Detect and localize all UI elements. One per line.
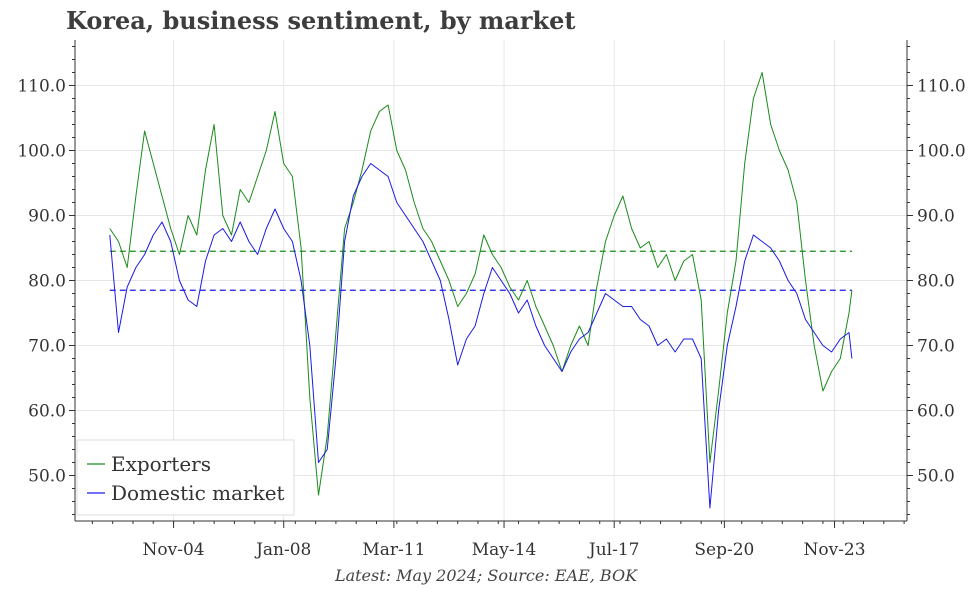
- y-tick-label-right: 50.0: [917, 467, 955, 487]
- x-tick-label: Jan-08: [254, 540, 311, 560]
- y-tick-label-right: 90.0: [917, 207, 955, 227]
- x-tick-label: Nov-04: [143, 540, 205, 560]
- y-tick-label-left: 50.0: [28, 467, 66, 487]
- y-tick-label-right: 80.0: [917, 272, 955, 292]
- y-tick-label-left: 90.0: [28, 207, 66, 227]
- y-tick-label-right: 70.0: [917, 337, 955, 357]
- y-tick-label-right: 110.0: [917, 77, 966, 97]
- legend-box: [76, 439, 295, 516]
- mean-lines: [109, 250, 852, 291]
- y-tick-label-left: 70.0: [28, 337, 66, 357]
- legend-label-domestic-market: Domestic market: [111, 481, 285, 505]
- y-tick-label-right: 100.0: [917, 142, 966, 162]
- x-tick-label: Nov-23: [803, 540, 865, 560]
- grid-lines: [75, 40, 907, 521]
- x-tick-label: Jul-17: [587, 540, 640, 560]
- x-tick-label: Sep-20: [694, 540, 754, 560]
- y-tick-label-right: 60.0: [917, 402, 955, 422]
- axes: 50.0 50.0 60.0 60.0 70.0 70.0 80.0 80.0 90.0 90.0…: [17, 40, 966, 560]
- series-line-exporters: [109, 72, 853, 496]
- x-tick-label: May-14: [472, 540, 537, 560]
- y-tick-label-left: 80.0: [28, 272, 66, 292]
- y-tick-label-left: 100.0: [17, 142, 66, 162]
- x-tick-label: Mar-11: [362, 540, 425, 560]
- legend-label-exporters: Exporters: [111, 452, 211, 476]
- y-tick-label-left: 60.0: [28, 402, 66, 422]
- legend: Exporters Domestic market: [76, 439, 295, 516]
- y-tick-label-left: 110.0: [17, 77, 66, 97]
- source-caption: Latest: May 2024; Source: EAE, BOK: [334, 566, 638, 585]
- series-lines: [109, 72, 853, 509]
- series-line-domestic-market: [109, 163, 853, 509]
- chart-title: Korea, business sentiment, by market: [66, 6, 576, 35]
